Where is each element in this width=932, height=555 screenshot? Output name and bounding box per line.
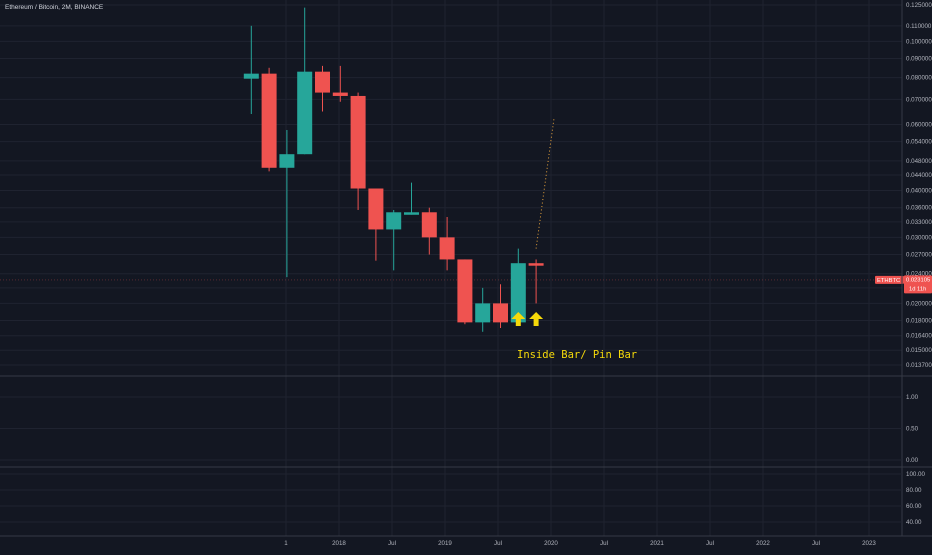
candle xyxy=(243,25,259,115)
indicator-axis-label: 40.00 xyxy=(906,519,922,526)
price-axis-label: 0.125000 xyxy=(906,2,932,9)
price-axis-label: 0.048000 xyxy=(906,158,932,165)
candle xyxy=(315,65,330,112)
projection-line xyxy=(535,119,555,249)
indicator-axis-label: 0.50 xyxy=(906,426,919,433)
up-arrow-icon xyxy=(529,312,544,326)
price-axis-label: 0.015000 xyxy=(906,347,932,354)
price-axis-label: 0.070000 xyxy=(906,96,932,103)
time-axis-label: 2018 xyxy=(332,540,346,547)
time-axis-label: 2021 xyxy=(650,540,664,547)
price-axis-label: 0.060000 xyxy=(906,122,932,129)
last-price-label: 0.023105 xyxy=(906,278,930,284)
price-axis-label: 0.080000 xyxy=(906,75,932,82)
price-axis-label: 0.013700 xyxy=(906,362,932,369)
price-axis-label: 0.033000 xyxy=(906,219,932,226)
candle-body xyxy=(493,303,508,323)
time-axis-label: Jul xyxy=(600,540,608,547)
price-axis-label: 0.044000 xyxy=(906,172,932,179)
candle-body xyxy=(528,263,544,266)
candle-body xyxy=(279,154,295,168)
candle xyxy=(368,188,384,261)
price-axis-label: 0.018000 xyxy=(906,318,932,325)
price-axis-label: 0.110000 xyxy=(906,23,932,30)
candle-body xyxy=(510,263,526,323)
candle-body xyxy=(332,92,348,96)
symbol-tag: ETHBTC xyxy=(877,278,900,284)
candle-body xyxy=(421,212,437,238)
price-axis-label: 0.040000 xyxy=(906,188,932,195)
candle-body xyxy=(404,212,419,215)
candle-body xyxy=(439,237,455,260)
candle xyxy=(475,287,491,332)
price-axis-label: 0.030000 xyxy=(906,234,932,241)
up-arrow-icon xyxy=(511,312,526,326)
candle-body xyxy=(386,212,402,230)
candle xyxy=(279,130,295,278)
indicator-axis-label: 0.00 xyxy=(906,457,919,464)
price-axis-label: 0.024000 xyxy=(906,271,932,278)
candle-body xyxy=(315,71,330,93)
price-axis-label: 0.090000 xyxy=(906,55,932,62)
time-axis-label: Jul xyxy=(812,540,820,547)
candle-body xyxy=(297,71,313,155)
candle xyxy=(528,259,544,304)
price-axis-label: 0.036000 xyxy=(906,205,932,212)
time-axis-label: Jul xyxy=(388,540,396,547)
candle-body xyxy=(457,259,473,323)
symbol-tag-bg xyxy=(875,275,904,284)
candle-body xyxy=(261,73,277,168)
candle-body xyxy=(243,73,259,79)
indicator-axis-label: 80.00 xyxy=(906,487,922,494)
candle-body xyxy=(368,188,384,230)
price-axis-label: 0.054000 xyxy=(906,139,932,146)
candle xyxy=(332,65,348,102)
candle xyxy=(493,284,508,328)
candle xyxy=(421,207,437,255)
candle-body xyxy=(350,95,366,189)
indicator-axis-label: 100.00 xyxy=(906,471,925,478)
time-axis-label: Jul xyxy=(494,540,502,547)
price-axis-label: 0.100000 xyxy=(906,38,932,45)
candle xyxy=(350,92,366,210)
time-axis-label: 2019 xyxy=(438,540,452,547)
price-tag-bg xyxy=(904,275,932,294)
time-axis-label: 1 xyxy=(284,540,288,547)
time-axis-label: 2020 xyxy=(544,540,558,547)
price-axis-label: 0.027000 xyxy=(906,252,932,259)
candle xyxy=(439,216,455,271)
time-axis-label: 2022 xyxy=(756,540,770,547)
candle xyxy=(386,209,402,271)
candle xyxy=(457,259,473,325)
candle xyxy=(404,182,419,215)
candle xyxy=(510,248,526,325)
time-axis-label: 2023 xyxy=(862,540,876,547)
indicator-axis-label: 1.00 xyxy=(906,394,919,401)
candle xyxy=(261,67,277,172)
candle xyxy=(297,7,313,155)
candle-body xyxy=(475,303,491,323)
time-axis-label: Jul xyxy=(706,540,714,547)
price-axis-label: 0.016400 xyxy=(906,333,932,340)
indicator-axis-label: 60.00 xyxy=(906,503,922,510)
price-axis-label: 0.020000 xyxy=(906,300,932,307)
chart-title: Ethereum / Bitcoin, 2M, BINANCE xyxy=(5,4,104,11)
annotation-label: Inside Bar/ Pin Bar xyxy=(517,349,637,361)
countdown-label: 1d 11h xyxy=(909,286,926,292)
